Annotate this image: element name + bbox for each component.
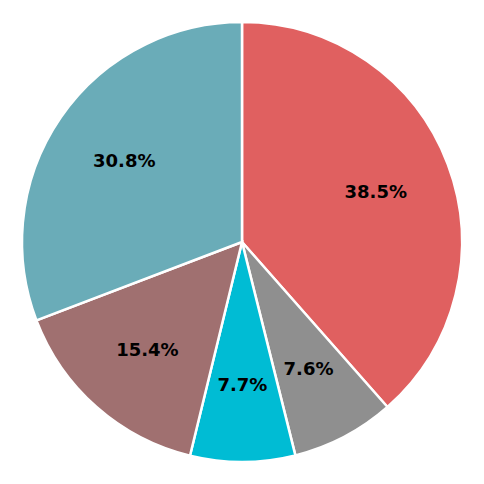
chart: 38.5% 7.6% 7.7% 15.4% 30.8% xyxy=(0,0,484,484)
data-label: 7.7% xyxy=(217,374,267,395)
slices xyxy=(22,22,462,462)
data-label: 7.6% xyxy=(284,358,334,379)
data-labels: 38.5% 7.6% 7.7% 15.4% 30.8% xyxy=(93,150,407,395)
data-label: 15.4% xyxy=(116,339,178,360)
data-label: 30.8% xyxy=(93,150,155,171)
slice xyxy=(22,22,242,320)
pie-chart: 38.5% 7.6% 7.7% 15.4% 30.8% xyxy=(0,0,484,484)
data-label: 38.5% xyxy=(345,181,407,202)
